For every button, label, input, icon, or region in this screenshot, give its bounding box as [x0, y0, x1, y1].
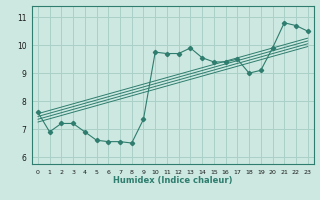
X-axis label: Humidex (Indice chaleur): Humidex (Indice chaleur) [113, 176, 233, 185]
